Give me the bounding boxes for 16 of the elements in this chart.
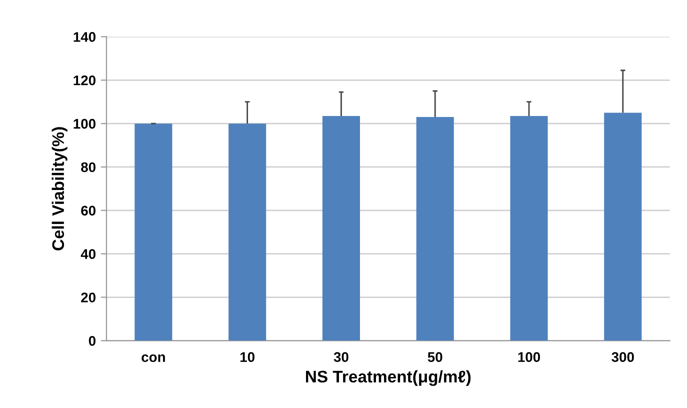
y-tick-label: 20 (81, 292, 96, 302)
y-tick-label: 80 (81, 162, 96, 172)
x-tick-label: 300 (612, 352, 634, 362)
x-tick-label: con (142, 354, 165, 362)
y-tick-label: 120 (74, 75, 96, 86)
y-tick-label: 60 (81, 206, 96, 216)
y-axis-title: Cell Viability(%) (52, 127, 68, 250)
y-tick-label: 0 (88, 336, 96, 346)
x-tick-label: 30 (334, 352, 348, 362)
x-tick-label: 50 (428, 352, 442, 362)
x-tick-label: 100 (518, 352, 540, 362)
x-tick-label: 10 (240, 352, 254, 362)
x-axis-title: NS Treatment(μg/mℓ) (306, 370, 471, 386)
y-tick-label: 40 (80, 249, 96, 260)
y-tick-label: 100 (74, 118, 96, 129)
y-tick-label: 140 (74, 32, 96, 42)
